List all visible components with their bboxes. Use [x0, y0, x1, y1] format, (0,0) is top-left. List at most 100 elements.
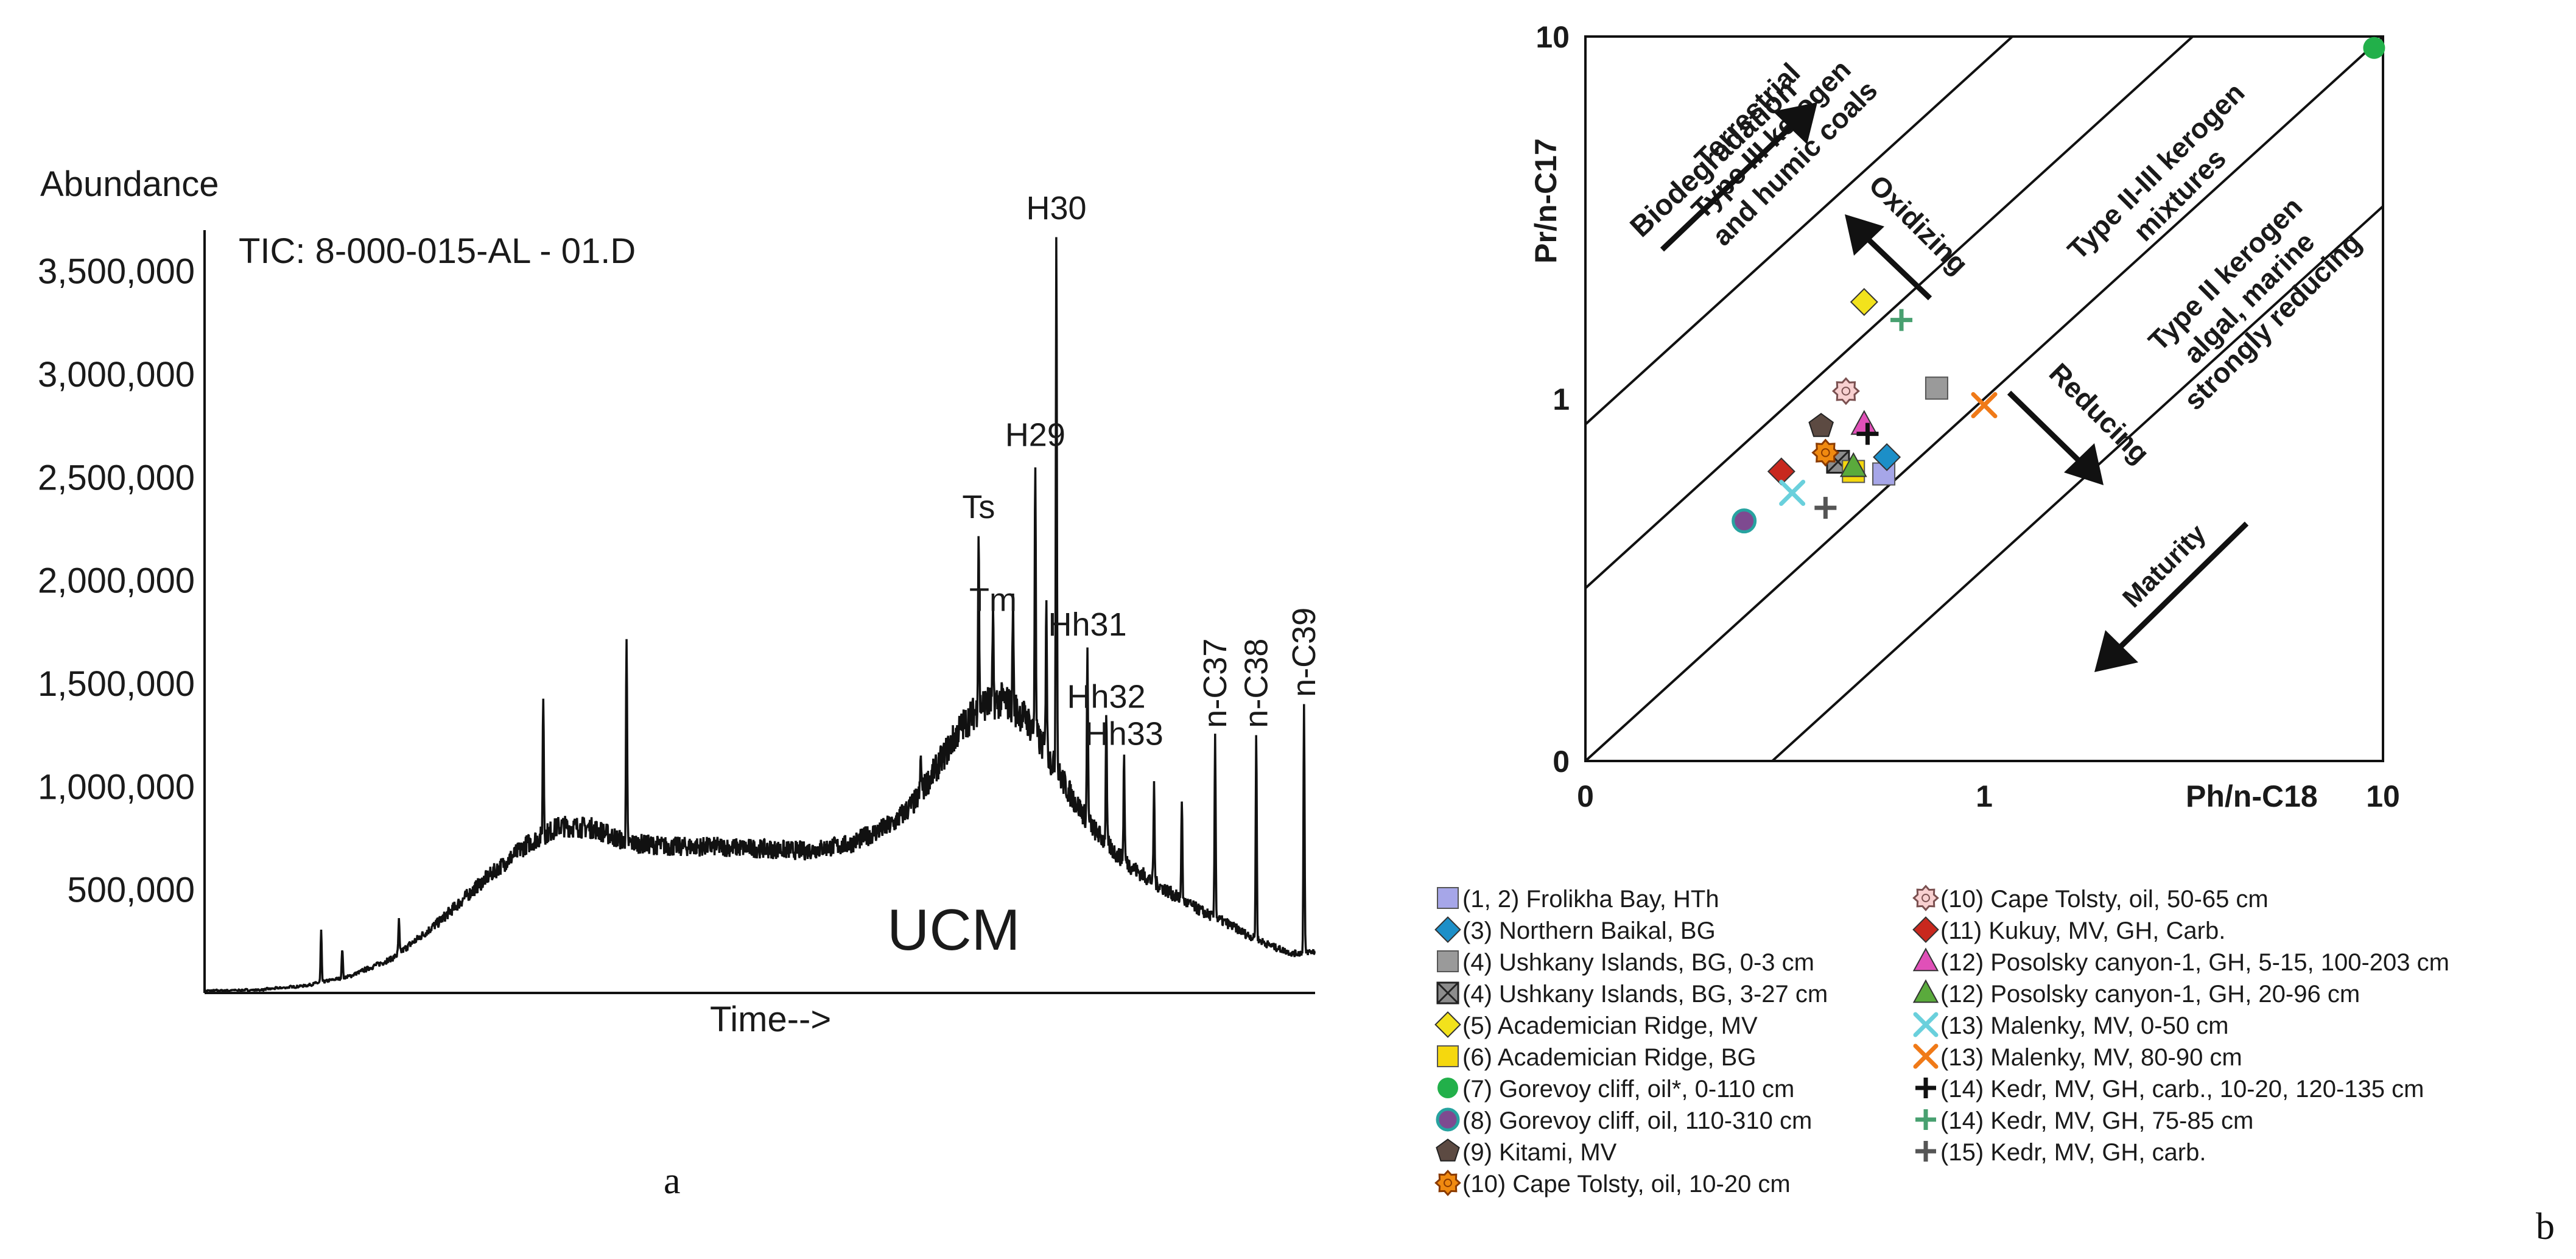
y-axis-title: Abundance	[40, 164, 219, 204]
legend-item: (15) Kedr, MV, GH, carb.	[1915, 1139, 2206, 1166]
peak-label: n-C39	[1286, 608, 1322, 697]
marker-s12b	[1912, 979, 1939, 1003]
oxidizing-arrow: Oxidizing	[1845, 169, 1974, 301]
reducing-label: Reducing	[2043, 357, 2156, 469]
y-tick-label: 10	[1535, 20, 1570, 54]
data-point-s13a	[1779, 479, 1806, 506]
x-tick-label: 0	[1577, 779, 1594, 813]
y-tick-label: 1,000,000	[38, 767, 195, 807]
legend-item: (10) Cape Tolsty, oil, 50-65 cm	[1912, 885, 2269, 913]
y-axis-title: Pr/n-C17	[1529, 138, 1563, 264]
legend-item: (12) Posolsky canyon-1, GH, 20-96 cm	[1912, 979, 2360, 1008]
peak-label: Tm	[969, 581, 1017, 618]
legend-item: (11) Kukuy, MV, GH, Carb.	[1912, 916, 2225, 944]
peak-label: Hh32	[1067, 679, 1146, 715]
peak-label: H30	[1026, 190, 1086, 226]
legend-item: (7) Gorevoy cliff, oil*, 0-110 cm	[1437, 1076, 1794, 1103]
data-point-s14b	[1890, 309, 1913, 331]
legend-item-label: (14) Kedr, MV, GH, 75-85 cm	[1940, 1107, 2253, 1134]
marker-s4	[1436, 981, 1459, 1005]
legend: (1, 2) Frolikha Bay, HTh (3) Northern Bai…	[1434, 885, 2449, 1198]
marker-s12a	[1912, 947, 1939, 972]
peak-label: n-C37	[1197, 639, 1234, 728]
legend-item: (3) Northern Baikal, BG	[1434, 916, 1716, 944]
legend-item-label: (10) Cape Tolsty, oil, 10-20 cm	[1462, 1171, 1791, 1198]
y-tick-label: 2,000,000	[38, 561, 195, 601]
legend-item: (8) Gorevoy cliff, oil, 110-310 cm	[1436, 1107, 1812, 1134]
maturity-arrow: Maturity	[2094, 519, 2249, 672]
marker-s9	[1436, 1138, 1460, 1162]
data-point-s12b	[1839, 452, 1867, 477]
data-point-s2	[1873, 443, 1901, 471]
legend-item-label: (1, 2) Frolikha Bay, HTh	[1462, 886, 1719, 913]
legend-item-label: (11) Kukuy, MV, GH, Carb.	[1940, 917, 2225, 944]
x-axis-title: Ph/n-C18	[2186, 779, 2318, 813]
chart-title: TIC: 8-000-015-AL - 01.D	[239, 231, 636, 271]
marker-s13a	[1913, 1012, 1939, 1037]
marker-s2	[1434, 916, 1461, 943]
legend-item-label: (13) Malenky, MV, 0-50 cm	[1940, 1012, 2229, 1039]
y-tick-label: 3,500,000	[38, 252, 195, 292]
y-tick-label: 500,000	[67, 871, 195, 910]
legend-item-label: (5) Academician Ridge, MV	[1462, 1012, 1758, 1039]
kerogen-boundary-lines	[1585, 37, 2383, 761]
legend-item-label: (14) Kedr, MV, GH, carb., 10-20, 120-135…	[1940, 1076, 2424, 1103]
legend-item-label: (7) Gorevoy cliff, oil*, 0-110 cm	[1462, 1076, 1794, 1103]
legend-item-label: (6) Academician Ridge, BG	[1462, 1044, 1756, 1071]
marker-s6	[1437, 1045, 1459, 1067]
data-point-s9	[1808, 413, 1834, 437]
legend-item: (13) Malenky, MV, 0-50 cm	[1913, 1012, 2229, 1039]
legend-item: (1, 2) Frolikha Bay, HTh	[1437, 886, 1719, 913]
data-point-s14a	[1856, 423, 1879, 445]
zone-annotations: Terrestrial Type III kerogen and humic c…	[1685, 54, 2368, 416]
reducing-arrow: Reducing	[2007, 357, 2156, 485]
marker-s14b	[1915, 1109, 1936, 1130]
marker-s10a	[1434, 1170, 1461, 1196]
legend-item: (14) Kedr, MV, GH, 75-85 cm	[1915, 1107, 2253, 1134]
data-point-s7	[2363, 37, 2385, 59]
boundary-line	[1770, 205, 2383, 761]
y-tick-label: 1	[1553, 382, 1570, 416]
legend-item-label: (13) Malenky, MV, 80-90 cm	[1940, 1044, 2242, 1071]
legend-item: (14) Kedr, MV, GH, carb., 10-20, 120-135…	[1915, 1076, 2424, 1103]
legend-item: (13) Malenky, MV, 80-90 cm	[1913, 1043, 2242, 1071]
legend-item: (5) Academician Ridge, MV	[1434, 1011, 1758, 1039]
data-point-s13b	[1971, 392, 1998, 419]
chromatogram-panel: Abundance TIC: 8-000-015-AL - 01.D 3,500…	[38, 164, 1322, 1202]
legend-item: (4) Ushkany Islands, BG, 3-27 cm	[1436, 981, 1828, 1008]
marker-s11	[1912, 916, 1939, 943]
peak-label: Hh33	[1085, 716, 1163, 752]
legend-item: (12) Posolsky canyon-1, GH, 5-15, 100-20…	[1912, 947, 2449, 976]
marker-s1	[1437, 887, 1459, 909]
data-point-s3	[1925, 376, 1948, 400]
data-point-s10b	[1831, 377, 1860, 405]
marker-s10b	[1912, 885, 1939, 911]
plot-frame	[1584, 35, 2384, 762]
legend-item-label: (8) Gorevoy cliff, oil, 110-310 cm	[1462, 1107, 1812, 1134]
legend-item-label: (4) Ushkany Islands, BG, 3-27 cm	[1462, 981, 1828, 1008]
y-tick-labels: 3,500,000 3,000,000 2,500,000 2,000,000 1,50…	[38, 252, 195, 910]
data-points	[1732, 37, 2385, 534]
legend-item-label: (9) Kitami, MV	[1462, 1139, 1617, 1166]
marker-s14a	[1915, 1078, 1936, 1098]
legend-item-label: (10) Cape Tolsty, oil, 50-65 cm	[1940, 886, 2269, 913]
legend-item: (4) Ushkany Islands, BG, 0-3 cm	[1437, 949, 1814, 976]
peak-label: Ts	[962, 489, 995, 525]
ucm-label: UCM	[887, 897, 1020, 963]
marker-s13b	[1913, 1043, 1939, 1069]
data-point-s15	[1814, 497, 1837, 519]
peak-label: Hh31	[1048, 606, 1127, 643]
x-tick-label: 10	[2366, 779, 2400, 813]
data-point-s10a	[1811, 438, 1840, 467]
y-tick-label: 0	[1553, 745, 1570, 779]
legend-item-label: (12) Posolsky canyon-1, GH, 5-15, 100-20…	[1940, 949, 2449, 976]
legend-item-label: (12) Posolsky canyon-1, GH, 20-96 cm	[1940, 981, 2360, 1008]
marker-s8	[1436, 1107, 1460, 1132]
y-tick-label: 3,000,000	[38, 355, 195, 395]
data-point-s8	[1732, 508, 1757, 534]
x-axis-title: Time-->	[710, 1000, 831, 1039]
marker-s7	[1437, 1078, 1458, 1098]
